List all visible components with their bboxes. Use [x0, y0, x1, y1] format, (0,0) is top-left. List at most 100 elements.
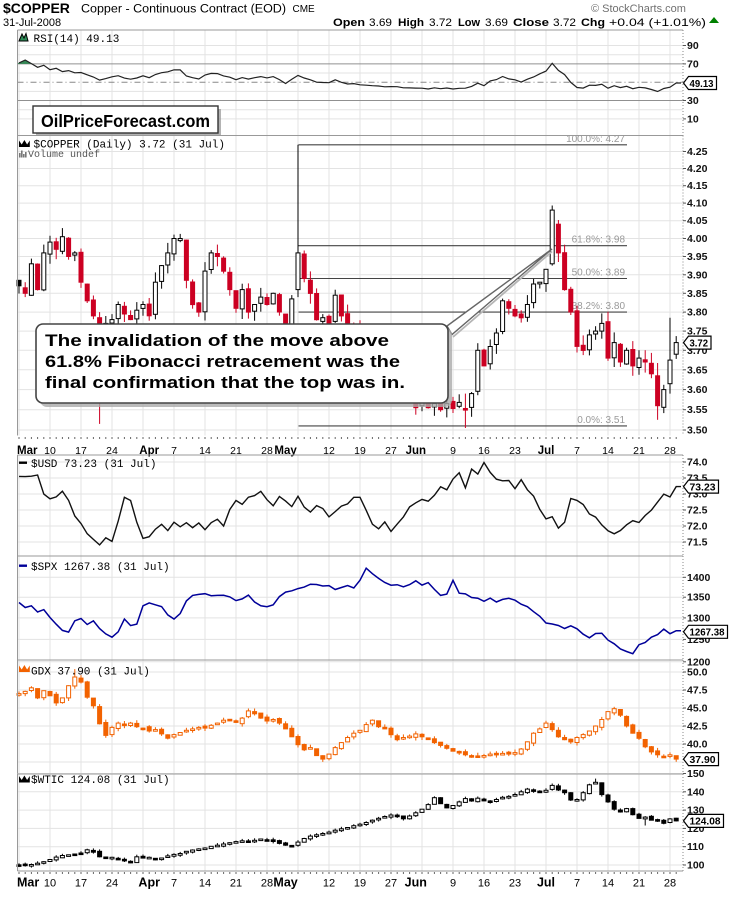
svg-text:1300: 1300 — [687, 612, 711, 624]
svg-text:28: 28 — [261, 445, 273, 457]
svg-text:May: May — [274, 445, 297, 457]
svg-text:+0.04 (+1.01%): +0.04 (+1.01%) — [609, 17, 706, 29]
svg-text:3.65: 3.65 — [687, 364, 708, 376]
svg-text:RSI(14) 49.13: RSI(14) 49.13 — [34, 34, 120, 46]
svg-text:High: High — [398, 17, 424, 29]
svg-text:50.0: 50.0 — [687, 667, 708, 679]
svg-text:21: 21 — [230, 878, 242, 890]
svg-text:GDX 37.90 (31 Jul): GDX 37.90 (31 Jul) — [31, 667, 150, 679]
svg-text:27: 27 — [385, 445, 397, 457]
svg-text:23: 23 — [509, 878, 521, 890]
svg-text:4.05: 4.05 — [687, 215, 708, 227]
svg-text:7: 7 — [574, 445, 580, 457]
svg-text:0.0%: 3.51: 0.0%: 3.51 — [577, 415, 625, 426]
svg-text:16: 16 — [478, 878, 490, 890]
svg-text:3.95: 3.95 — [687, 251, 708, 263]
svg-text:37.90: 37.90 — [690, 754, 716, 766]
svg-text:$SPX 1267.38 (31 Jul): $SPX 1267.38 (31 Jul) — [31, 562, 170, 574]
svg-text:Jul: Jul — [537, 876, 555, 890]
svg-text:3.69: 3.69 — [485, 17, 508, 29]
svg-text:130: 130 — [687, 805, 705, 817]
svg-text:110: 110 — [687, 841, 704, 853]
svg-text:17: 17 — [75, 445, 87, 457]
svg-text:124.08: 124.08 — [690, 816, 721, 828]
svg-text:Apr: Apr — [138, 876, 160, 890]
svg-text:14: 14 — [602, 445, 614, 457]
svg-text:100: 100 — [687, 860, 705, 872]
svg-text:final confirmation that the to: final confirmation that the top was in. — [45, 374, 405, 392]
svg-text:31-Jul-2008: 31-Jul-2008 — [3, 17, 61, 29]
svg-text:30: 30 — [687, 95, 699, 107]
svg-text:73.23: 73.23 — [690, 481, 716, 493]
svg-text:1267.38: 1267.38 — [690, 627, 725, 639]
svg-text:10: 10 — [687, 113, 699, 125]
svg-text:28: 28 — [664, 445, 676, 457]
svg-text:4.20: 4.20 — [687, 163, 708, 175]
svg-text:3.50: 3.50 — [687, 425, 708, 437]
svg-text:72.0: 72.0 — [687, 521, 708, 533]
svg-text:$USD 73.23 (31 Jul): $USD 73.23 (31 Jul) — [31, 459, 156, 471]
svg-text:9: 9 — [450, 878, 456, 890]
svg-text:3.55: 3.55 — [687, 404, 708, 416]
svg-text:72.5: 72.5 — [687, 505, 708, 517]
svg-text:16: 16 — [478, 445, 490, 457]
svg-text:27: 27 — [385, 878, 397, 890]
svg-text:Chg: Chg — [581, 17, 605, 29]
svg-text:38.2%: 3.80: 38.2%: 3.80 — [572, 301, 626, 312]
svg-text:3.85: 3.85 — [687, 288, 708, 300]
svg-text:28: 28 — [261, 878, 273, 890]
svg-text:The invalidation of the move a: The invalidation of the move above — [45, 332, 389, 350]
svg-text:21: 21 — [230, 445, 242, 457]
svg-text:Jul: Jul — [538, 445, 555, 457]
svg-text:3.72: 3.72 — [429, 17, 452, 29]
svg-text:CME: CME — [293, 4, 316, 15]
svg-text:47.5: 47.5 — [687, 685, 708, 697]
svg-text:3.75: 3.75 — [687, 326, 708, 338]
svg-text:7: 7 — [171, 878, 177, 890]
svg-text:42.5: 42.5 — [687, 721, 708, 733]
svg-text:28: 28 — [664, 878, 676, 890]
svg-text:71.5: 71.5 — [687, 537, 708, 549]
svg-text:19: 19 — [354, 445, 366, 457]
svg-text:21: 21 — [633, 445, 645, 457]
svg-text:40.0: 40.0 — [687, 739, 708, 751]
svg-text:4.00: 4.00 — [687, 233, 708, 245]
svg-text:3.90: 3.90 — [687, 269, 708, 281]
svg-text:1400: 1400 — [687, 572, 711, 584]
svg-text:14: 14 — [199, 878, 211, 890]
svg-text:70: 70 — [687, 58, 699, 70]
svg-text:$COPPER: $COPPER — [3, 0, 70, 16]
svg-text:23: 23 — [509, 445, 521, 457]
svg-text:4.10: 4.10 — [687, 198, 708, 210]
svg-text:17: 17 — [75, 878, 87, 890]
svg-text:19: 19 — [354, 878, 366, 890]
svg-text:150: 150 — [687, 768, 705, 780]
svg-text:Copper - Continuous Contract (: Copper - Continuous Contract (EOD) — [81, 4, 286, 16]
svg-text:14: 14 — [602, 878, 614, 890]
svg-text:3.60: 3.60 — [687, 384, 708, 396]
svg-text:24: 24 — [106, 445, 118, 457]
svg-text:Jun: Jun — [405, 876, 427, 890]
svg-text:9: 9 — [450, 445, 456, 457]
svg-text:7: 7 — [171, 445, 177, 457]
svg-text:3.80: 3.80 — [687, 307, 708, 319]
svg-text:OilPriceForecast.com: OilPriceForecast.com — [41, 111, 210, 131]
svg-text:Open: Open — [333, 17, 365, 29]
svg-text:4.15: 4.15 — [687, 180, 708, 192]
svg-text:21: 21 — [633, 878, 645, 890]
svg-text:90: 90 — [687, 40, 699, 52]
svg-text:Low: Low — [458, 17, 480, 29]
svg-text:49.13: 49.13 — [690, 78, 714, 90]
svg-text:Jun: Jun — [406, 445, 426, 457]
svg-text:May: May — [273, 876, 297, 890]
svg-text:$WTIC 124.08 (31 Jul): $WTIC 124.08 (31 Jul) — [31, 775, 170, 787]
svg-text:12: 12 — [323, 445, 335, 457]
svg-text:10: 10 — [44, 878, 56, 890]
svg-text:Apr: Apr — [139, 445, 159, 457]
svg-text:Mar: Mar — [17, 445, 38, 457]
svg-text:100.0%: 4.27: 100.0%: 4.27 — [566, 134, 625, 145]
svg-text:61.8% Fibonacci retracement wa: 61.8% Fibonacci retracement was the — [45, 353, 400, 371]
svg-text:1350: 1350 — [687, 592, 711, 604]
svg-text:3.69: 3.69 — [369, 17, 392, 29]
svg-text:Mar: Mar — [17, 876, 39, 890]
